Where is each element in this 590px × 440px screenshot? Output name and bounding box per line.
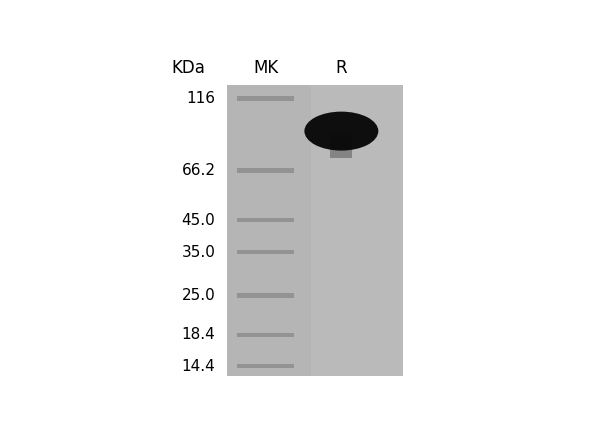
Text: 35.0: 35.0 (182, 245, 215, 260)
Bar (238, 96, 294, 101)
Ellipse shape (304, 112, 378, 150)
Text: 45.0: 45.0 (182, 213, 215, 227)
Bar (238, 250, 294, 254)
Text: 25.0: 25.0 (182, 288, 215, 303)
Text: KDa: KDa (171, 59, 205, 77)
Text: 116: 116 (186, 91, 215, 106)
Bar (238, 218, 294, 222)
Bar (238, 333, 294, 337)
Bar (312, 85, 403, 376)
Text: 14.4: 14.4 (182, 359, 215, 374)
Bar (238, 293, 294, 297)
Bar (238, 364, 294, 368)
Text: MK: MK (253, 59, 278, 77)
Text: 18.4: 18.4 (182, 327, 215, 342)
Bar (238, 168, 294, 172)
Text: R: R (336, 59, 347, 77)
Bar (227, 85, 403, 376)
Bar (330, 133, 352, 158)
Text: 66.2: 66.2 (182, 163, 215, 178)
